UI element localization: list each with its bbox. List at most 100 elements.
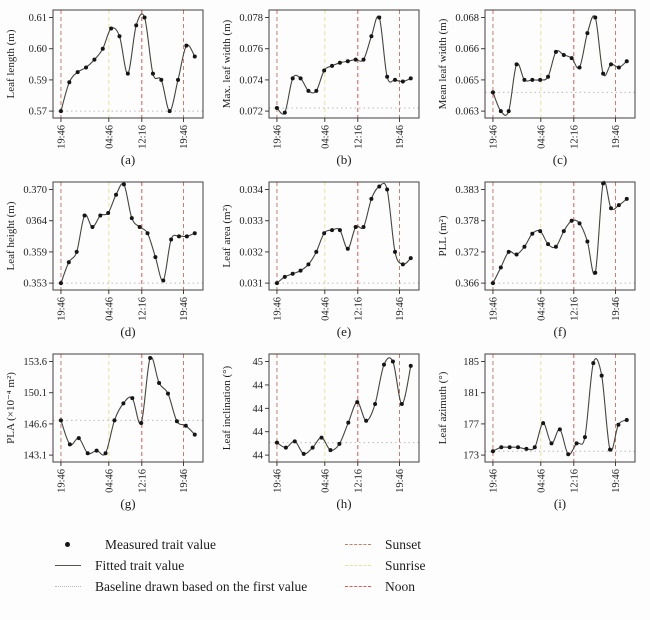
chart-svg: 153.6 150.1 146.6 143.1 19:46 04:46 12:16 19:46… bbox=[5, 353, 204, 493]
subplot-caption: (c) bbox=[552, 152, 568, 167]
measured-point bbox=[514, 252, 519, 257]
svg-text:12:16: 12:16 bbox=[353, 125, 364, 149]
measured-point bbox=[522, 77, 527, 82]
svg-text:0.066: 0.066 bbox=[455, 44, 479, 55]
svg-text:0.61: 0.61 bbox=[29, 13, 47, 24]
svg-text:19:46: 19:46 bbox=[56, 469, 67, 493]
measured-point bbox=[74, 249, 79, 254]
measured-point bbox=[601, 181, 606, 186]
subplot-g: 153.6 150.1 146.6 143.1 19:46 04:46 12:16 19:46… bbox=[1, 348, 217, 520]
measured-point bbox=[159, 77, 164, 82]
measured-point bbox=[157, 380, 162, 385]
measured-point bbox=[538, 229, 543, 234]
sunset-dash-icon bbox=[345, 544, 371, 545]
measured-point bbox=[569, 56, 574, 61]
svg-text:19:46: 19:46 bbox=[395, 297, 406, 321]
measured-point bbox=[117, 34, 122, 39]
svg-text:19:46: 19:46 bbox=[56, 125, 67, 149]
legend-item-baseline: Baseline drawn based on the first value bbox=[55, 576, 340, 597]
svg-text:19:46: 19:46 bbox=[179, 469, 190, 493]
svg-text:12:16: 12:16 bbox=[569, 469, 580, 493]
svg-text:19:46: 19:46 bbox=[272, 469, 283, 493]
measured-point bbox=[130, 396, 135, 401]
measured-point bbox=[532, 445, 537, 450]
measured-point bbox=[561, 229, 566, 234]
measured-point bbox=[337, 441, 342, 446]
svg-text:04:46: 04:46 bbox=[536, 469, 547, 493]
svg-text:12:16: 12:16 bbox=[137, 125, 148, 149]
svg-text:177: 177 bbox=[463, 419, 479, 430]
measured-point bbox=[292, 439, 297, 444]
svg-text:185: 185 bbox=[463, 357, 479, 368]
svg-text:12:16: 12:16 bbox=[353, 297, 364, 321]
svg-text:0.383: 0.383 bbox=[455, 185, 479, 196]
svg-text:19:46: 19:46 bbox=[395, 469, 406, 493]
svg-text:0.078: 0.078 bbox=[239, 13, 263, 24]
measured-point bbox=[364, 418, 369, 423]
measured-point bbox=[591, 361, 596, 366]
measured-point bbox=[609, 206, 614, 211]
legend-item-sunrise: Sunrise bbox=[345, 555, 426, 576]
svg-text:0.031: 0.031 bbox=[239, 279, 263, 290]
measured-point bbox=[148, 355, 153, 360]
measured-point bbox=[490, 449, 495, 454]
chart-svg: 185 181 177 173 19:46 04:46 12:16 19:46 Leaf azi… bbox=[437, 353, 636, 493]
svg-text:146.6: 146.6 bbox=[23, 419, 47, 430]
measured-point bbox=[184, 234, 189, 239]
subplot-c: 0.068 0.066 0.065 0.063 19:46 04:46 12:16 19:46… bbox=[433, 4, 649, 176]
subplot-caption: (e) bbox=[336, 324, 352, 339]
measured-point bbox=[377, 184, 382, 189]
svg-text:19:46: 19:46 bbox=[272, 125, 283, 149]
measured-point bbox=[66, 260, 71, 265]
fitted-curve bbox=[60, 356, 196, 456]
measured-point bbox=[546, 242, 551, 247]
svg-text:19:46: 19:46 bbox=[272, 297, 283, 321]
measured-point bbox=[624, 196, 629, 201]
measured-point bbox=[499, 445, 504, 450]
measured-point bbox=[408, 256, 413, 261]
svg-text:Max. leaf width (m): Max. leaf width (m) bbox=[221, 19, 233, 108]
legend-item-noon: Noon bbox=[345, 576, 426, 597]
svg-text:44: 44 bbox=[253, 404, 264, 415]
svg-text:19:46: 19:46 bbox=[395, 125, 406, 149]
svg-text:19:46: 19:46 bbox=[488, 469, 499, 493]
measured-point bbox=[165, 391, 170, 396]
subplot-caption: (i) bbox=[553, 496, 567, 511]
subplot-caption: (d) bbox=[120, 324, 136, 339]
baseline-dotted-icon bbox=[55, 586, 81, 587]
svg-text:04:46: 04:46 bbox=[104, 469, 115, 493]
measured-point bbox=[599, 373, 604, 378]
chart-svg: 0.61 0.60 0.59 0.57 19:46 04:46 12:16 19:46 Leaf… bbox=[5, 9, 204, 149]
measured-point bbox=[282, 110, 287, 115]
plot-box bbox=[268, 353, 420, 463]
measured-point bbox=[506, 109, 511, 114]
measured-point bbox=[369, 34, 374, 39]
measured-point bbox=[530, 77, 535, 82]
measured-point bbox=[585, 31, 590, 36]
measured-point bbox=[593, 15, 598, 20]
measured-point bbox=[298, 76, 303, 81]
svg-text:19:46: 19:46 bbox=[56, 297, 67, 321]
measured-point bbox=[114, 192, 119, 197]
svg-text:153.6: 153.6 bbox=[23, 357, 47, 368]
fitted-curve bbox=[276, 357, 412, 455]
measured-point bbox=[310, 445, 315, 450]
measured-point bbox=[385, 187, 390, 192]
measured-point bbox=[577, 65, 582, 70]
measured-point bbox=[58, 418, 63, 423]
plot-box bbox=[52, 9, 204, 119]
measured-point bbox=[322, 68, 327, 73]
fitted-curve bbox=[492, 358, 628, 456]
measured-point bbox=[373, 401, 378, 406]
svg-text:19:46: 19:46 bbox=[611, 469, 622, 493]
measured-point bbox=[408, 76, 413, 81]
svg-text:0.359: 0.359 bbox=[23, 247, 47, 258]
subplot-h: 45 44 44 44 44 19:46 04:46 12:16 19:46 Leaf incli… bbox=[217, 348, 433, 520]
svg-text:0.063: 0.063 bbox=[455, 107, 479, 118]
measured-point bbox=[322, 231, 327, 236]
svg-text:12:16: 12:16 bbox=[569, 125, 580, 149]
measured-point bbox=[274, 440, 279, 445]
fitted-line-icon bbox=[55, 565, 81, 566]
measured-point bbox=[393, 249, 398, 254]
